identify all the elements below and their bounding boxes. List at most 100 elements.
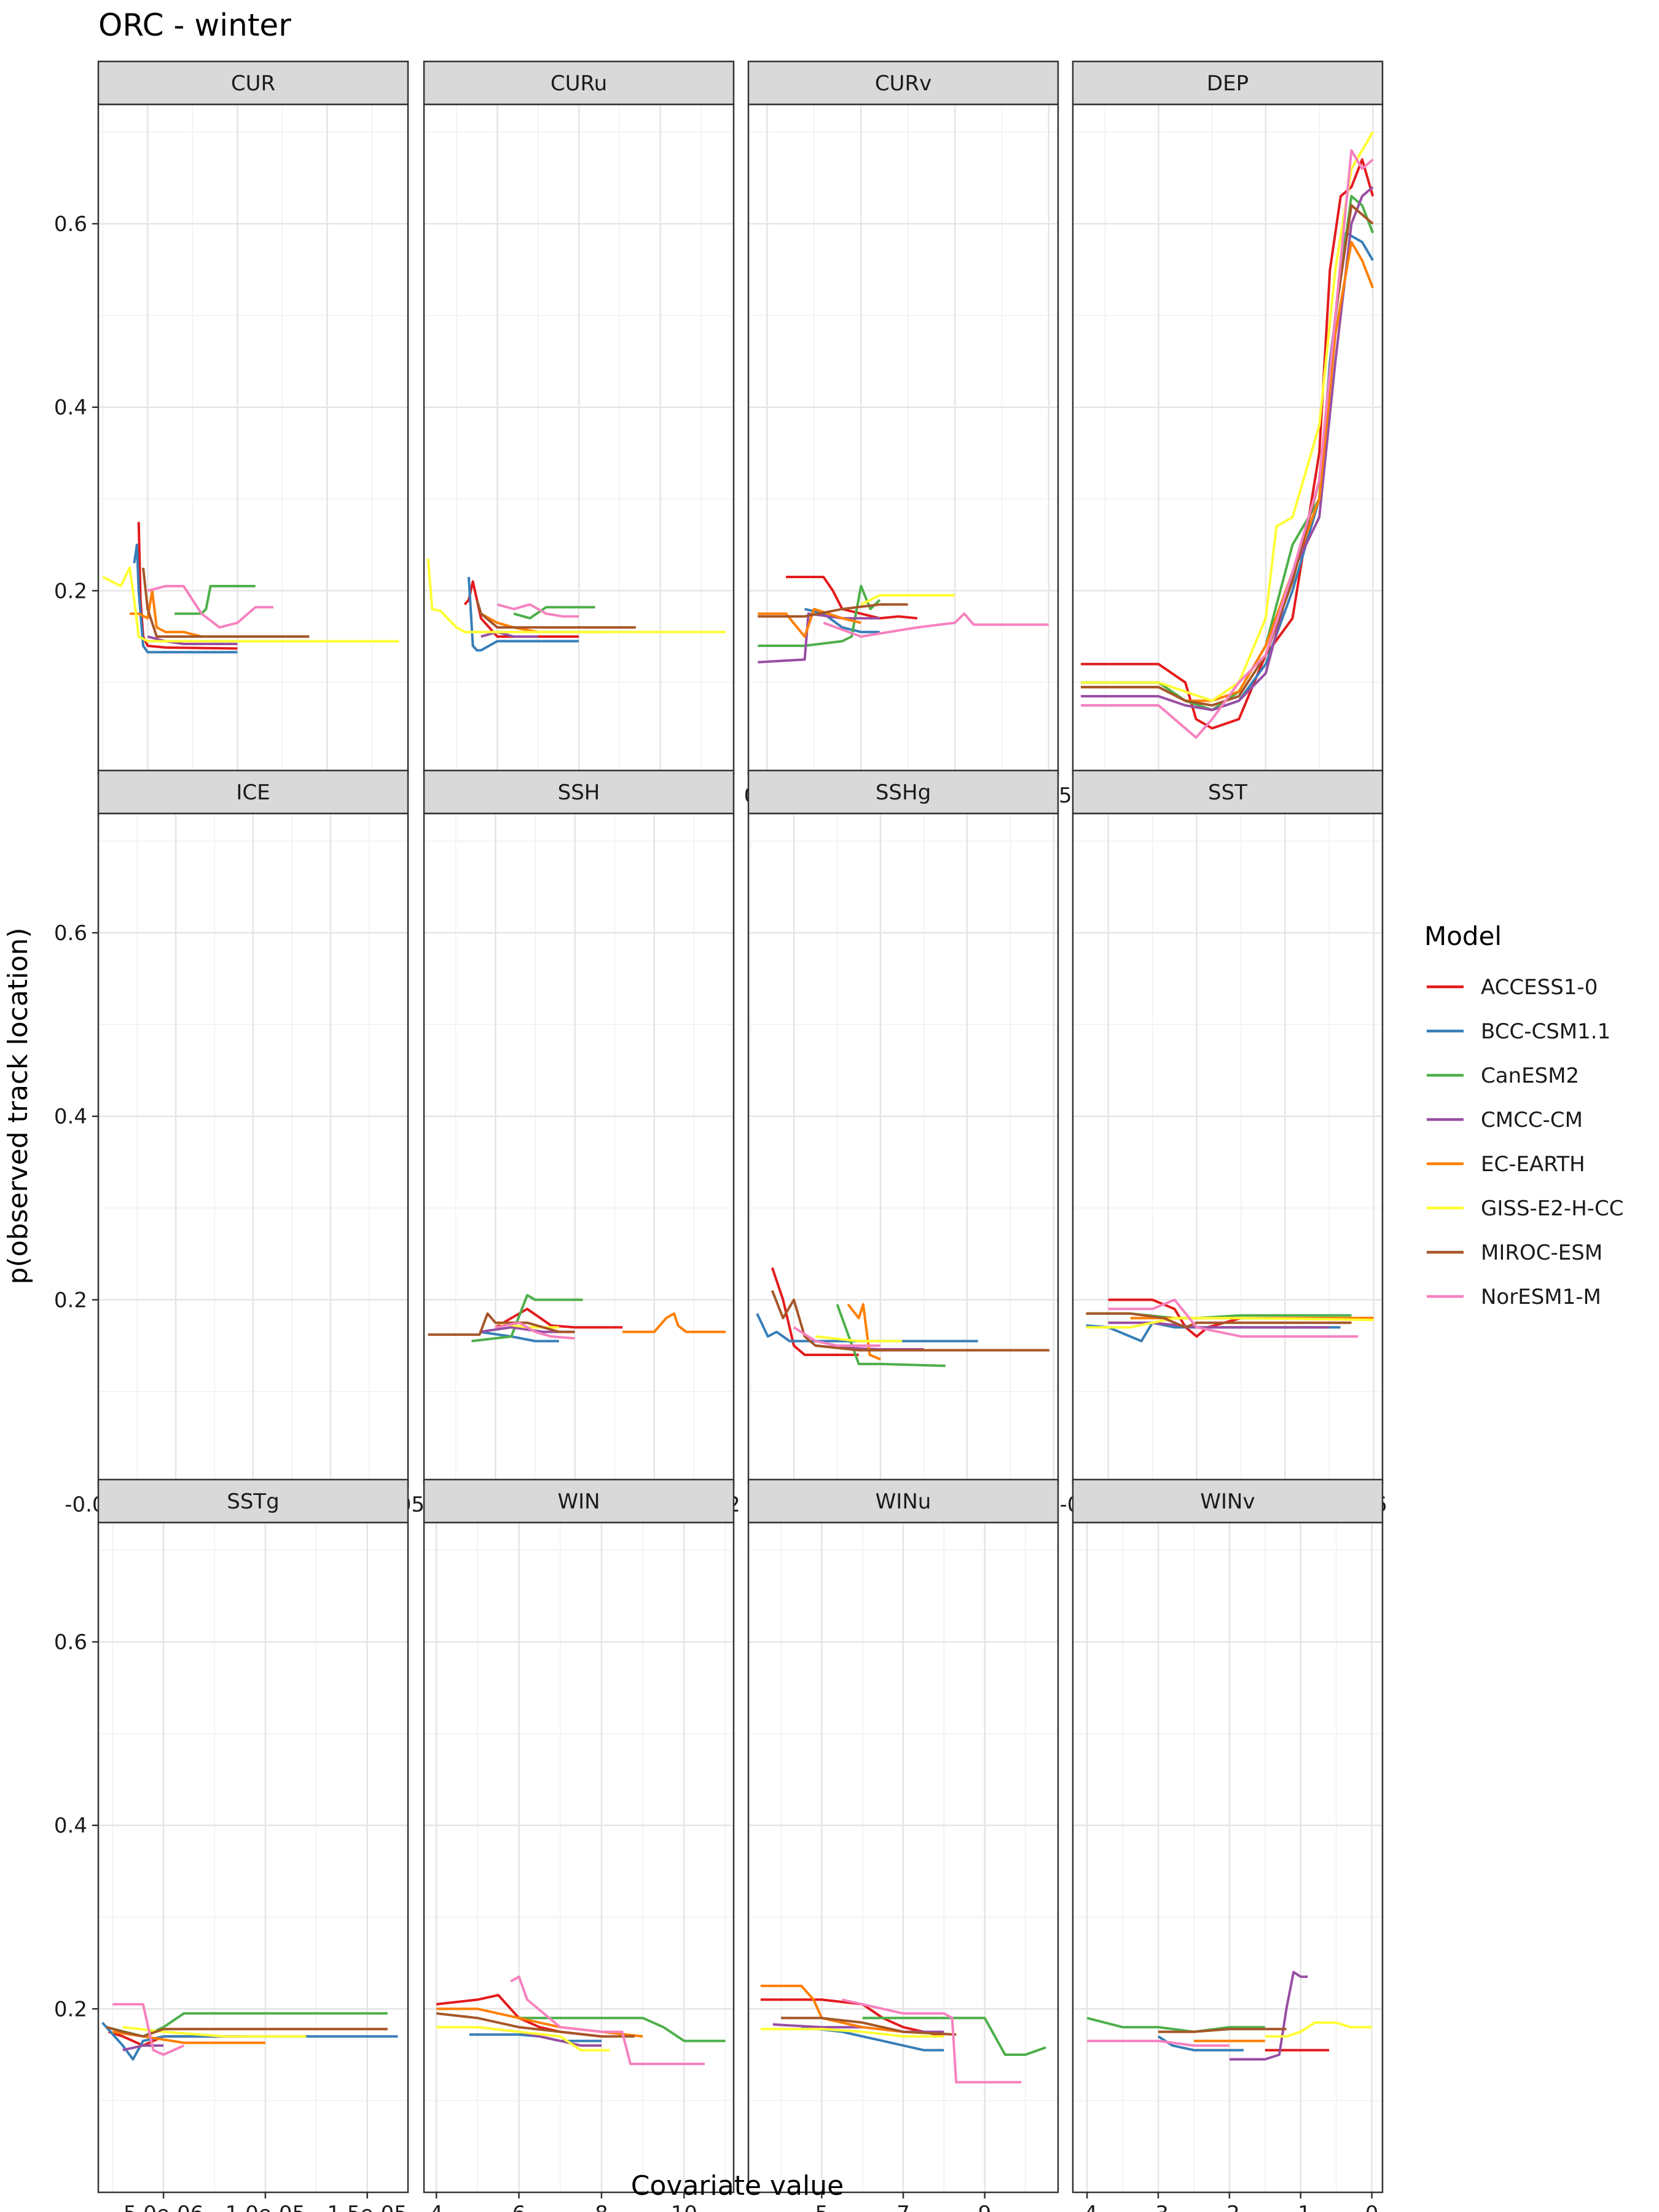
series-line-giss-e2-h-cc <box>1081 131 1375 702</box>
legend-item: NorESM1-M <box>1427 1285 1601 1309</box>
legend-title: Model <box>1424 921 1502 951</box>
facet-strip <box>423 1478 735 1524</box>
series-line-miroc-esm <box>106 2026 388 2038</box>
facet-strip <box>423 769 735 815</box>
x-tick-label: 10 <box>671 2202 697 2212</box>
series-line-access1-0 <box>786 576 918 620</box>
y-tick-label: 0.4 <box>54 1105 87 1129</box>
y-tick-label: 0.6 <box>54 1630 87 1655</box>
x-axis-title: Covariate value <box>631 2170 844 2202</box>
panel-background <box>424 1523 734 2192</box>
series-line-cmcc-cm <box>147 635 238 645</box>
facet-label: SSTg <box>227 1489 280 1514</box>
x-tick-label: 9 <box>978 2202 992 2212</box>
legend-label: EC-EARTH <box>1481 1152 1585 1177</box>
series-line-miroc-esm <box>1086 1312 1352 1329</box>
series-line-giss-e2-h-cc <box>426 558 726 633</box>
series-line-canesm2 <box>471 1293 583 1343</box>
series-line-noresm1-m <box>112 2002 185 2056</box>
series-line-access1-0 <box>495 1308 623 1329</box>
legend-item: MIROC-ESM <box>1427 1241 1602 1265</box>
series-line-noresm1-m <box>1108 1298 1359 1338</box>
panel-background <box>98 1523 408 2192</box>
x-tick-label: 0 <box>1365 2202 1379 2212</box>
facet-label: CUR <box>231 71 275 96</box>
series-line-miroc-esm <box>142 567 310 638</box>
chart-title: ORC - winter <box>98 7 291 43</box>
y-tick-label: 0.4 <box>54 396 87 420</box>
x-tick-label: -3 <box>1148 2202 1169 2212</box>
facet-label: SSHg <box>876 780 931 805</box>
facet-panel: CURv0.000.050.100.15 <box>744 60 1072 808</box>
facet-panel: SST481216 <box>1072 769 1387 1517</box>
series-line-giss-e2-h-cc <box>860 594 955 606</box>
series-line-noresm1-m <box>495 1321 575 1340</box>
legend-label: BCC-CSM1.1 <box>1481 1019 1610 1044</box>
y-tick-label: 0.2 <box>54 1997 87 2022</box>
series-line-ec-earth <box>130 589 238 638</box>
x-tick-label: 6 <box>512 2202 526 2212</box>
legend-label: NorESM1-M <box>1481 1285 1601 1309</box>
series-line-miroc-esm <box>781 2017 957 2036</box>
series-line-miroc-esm <box>476 599 636 629</box>
facet-panel: WINv -4 -3 -2 -1 0 <box>1072 1478 1384 2212</box>
series-line-noresm1-m <box>1081 149 1374 739</box>
series-line-access1-0 <box>1108 1298 1374 1338</box>
x-tick-label: 1.0e-05 <box>226 2202 306 2212</box>
facet-strip <box>747 769 1059 815</box>
panel-background <box>1073 814 1382 1483</box>
legend-label: GISS-E2-H-CC <box>1481 1196 1624 1221</box>
series-line-cmcc-cm <box>758 612 880 664</box>
panel-background <box>98 104 408 774</box>
panel-background <box>1073 1523 1382 2192</box>
panel-border <box>423 1521 735 2194</box>
panel-background <box>748 814 1058 1483</box>
series-line-noresm1-m <box>147 584 273 629</box>
x-tick-label: -4 <box>1077 2202 1097 2212</box>
series-line-giss-e2-h-cc <box>122 2026 307 2038</box>
series-line-canesm2 <box>836 1304 946 1367</box>
legend-label: CanESM2 <box>1481 1064 1579 1088</box>
x-tick-label: 5.0e-06 <box>124 2202 204 2212</box>
facet-strip <box>97 60 409 106</box>
series-line-access1-0 <box>760 1998 944 2038</box>
panel-background <box>1073 104 1382 774</box>
x-tick-label: 5 <box>815 2202 829 2212</box>
facet-label: ICE <box>236 780 270 805</box>
series-line-miroc-esm <box>428 1312 575 1336</box>
x-tick-label: 7 <box>896 2202 910 2212</box>
y-tick-label: 0.2 <box>54 579 87 603</box>
series-line-miroc-esm <box>758 603 908 618</box>
legend-item: BCC-CSM1.1 <box>1427 1019 1610 1044</box>
series-line-canesm2 <box>519 2017 726 2042</box>
x-tick-label: -2 <box>1219 2202 1240 2212</box>
series-line-miroc-esm <box>1158 2028 1287 2033</box>
series-line-noresm1-m <box>1087 2039 1230 2047</box>
legend-label: MIROC-ESM <box>1481 1241 1602 1265</box>
legend-item: CanESM2 <box>1427 1064 1579 1088</box>
series-line-bcc-csm1.1 <box>101 2022 398 2061</box>
legend-item: GISS-E2-H-CC <box>1427 1196 1624 1221</box>
series-line-miroc-esm <box>771 1290 1049 1352</box>
series-line-canesm2 <box>862 2017 1046 2056</box>
y-tick-label: 0.4 <box>54 1814 87 1838</box>
series-line-ec-earth <box>758 608 861 638</box>
series-line-bcc-csm1.1 <box>804 608 880 633</box>
legend-items: ACCESS1-0 BCC-CSM1.1 CanESM2 CMCC-CM EC-EART… <box>1427 975 1624 1309</box>
facet-panel: SSTg 5.0e-06 1.0e-05 1.5e-05 0.2 0.4 0.6 <box>54 1478 409 2212</box>
series-line-ec-earth <box>847 1303 881 1361</box>
series-line-noresm1-m <box>510 1975 705 2065</box>
facet-panel: SSH-1012 <box>423 769 740 1517</box>
series-line-access1-0 <box>1081 158 1375 730</box>
series-line-bcc-csm1.1 <box>467 576 579 652</box>
facet-label: WIN <box>557 1489 600 1514</box>
y-axis-title: p(observed track location) <box>2 928 34 1285</box>
series-line-giss-e2-h-cc <box>1086 1317 1374 1329</box>
facet-label: SST <box>1208 780 1247 805</box>
x-tick-label: 4 <box>429 2202 443 2212</box>
y-tick-label: 0.6 <box>54 921 87 946</box>
facet-strip <box>1072 1478 1384 1524</box>
series-line-bcc-csm1.1 <box>801 2026 944 2052</box>
legend-item: CMCC-CM <box>1427 1108 1583 1132</box>
